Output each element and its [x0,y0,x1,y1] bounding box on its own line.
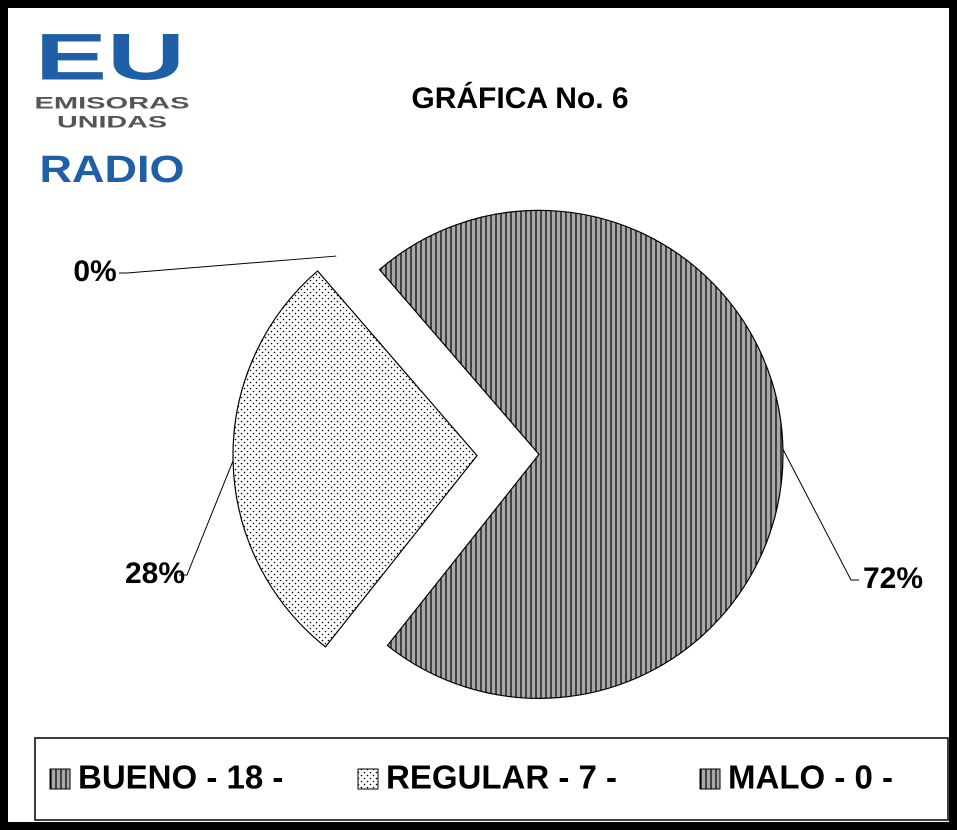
legend-swatch [357,768,379,790]
data-label: 72% [863,562,923,595]
pie-slice [378,209,784,699]
legend-label: BUENO - 18 - [78,759,283,796]
logo-line: EMISORAS [35,93,190,112]
logo-brand: RADIO [40,149,185,191]
legend-swatch [49,768,71,790]
data-label: 28% [125,557,185,590]
legend-box [34,737,949,821]
leader-line [119,255,337,274]
chart-title: GRÁFICA No. 6 [411,81,628,115]
legend-label: REGULAR - 7 - [386,759,617,796]
leader-line [179,460,234,576]
legend-swatch [699,768,721,790]
logo-line: UNIDAS [57,112,167,131]
logo: EU EMISORAS UNIDAS RADIO [35,19,190,191]
legend-label: MALO - 0 - [728,759,893,796]
pie-slice [232,270,478,648]
data-label: 0% [73,255,116,288]
logo-mark: EU [35,19,185,93]
leader-line [782,449,859,581]
